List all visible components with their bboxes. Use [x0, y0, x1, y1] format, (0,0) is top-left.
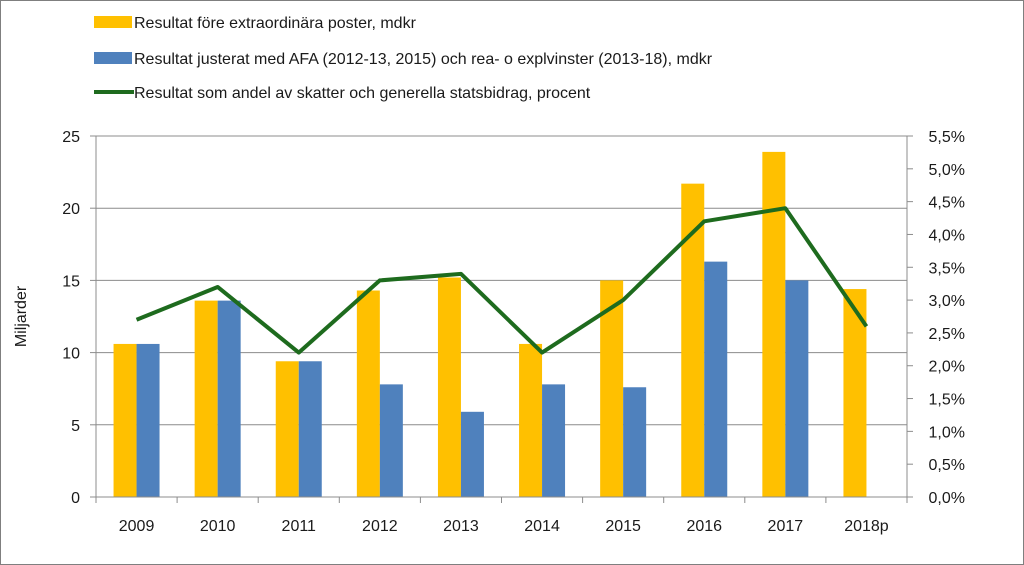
y-axis-label: Miljarder [13, 285, 30, 347]
series-line [135, 206, 869, 355]
y-tick-label: 15 [62, 273, 80, 290]
bar-justerat [379, 384, 403, 497]
bar-justerat [217, 300, 241, 497]
tick-labels: 0 5 10 15 20 25 0,0% 0,5% 1,0% 1,5% 2,0% 2,5% 3,0% 3,… [13, 129, 965, 535]
y2-tick-label: 4,5% [929, 195, 965, 212]
y2-tick-label: 2,0% [929, 359, 965, 376]
bar-resultat [437, 277, 461, 497]
legend-label: Resultat justerat med AFA (2012-13, 2015… [134, 51, 713, 68]
y2-tick-label: 0,0% [929, 490, 965, 507]
x-tick-label: 2012 [362, 518, 398, 535]
y2-tick-label: 5,0% [929, 162, 965, 179]
y2-tick-label: 3,5% [929, 260, 965, 277]
x-tick-label: 2018p [844, 518, 889, 535]
legend: Resultat före extraordinära poster, mdkr… [94, 15, 713, 102]
legend-label: Resultat som andel av skatter och genere… [134, 85, 591, 102]
axes [90, 135, 913, 503]
y-tick-label: 0 [71, 490, 80, 507]
x-tick-label: 2015 [605, 518, 641, 535]
bars [113, 151, 867, 498]
line-andel [135, 206, 869, 355]
y-tick-label: 25 [62, 129, 80, 146]
bar-justerat [136, 343, 160, 497]
bar-resultat [113, 343, 137, 497]
bar-resultat [275, 361, 299, 497]
bar-justerat [623, 387, 647, 497]
legend-swatch [94, 52, 132, 64]
y-tick-label: 5 [71, 418, 80, 435]
x-tick-label: 2011 [282, 518, 317, 535]
y2-tick-label: 5,5% [929, 129, 965, 146]
x-tick-label: 2016 [686, 518, 722, 535]
x-tick-label: 2013 [443, 518, 479, 535]
bar-resultat [194, 300, 218, 497]
bar-resultat [843, 289, 867, 497]
legend-label: Resultat före extraordinära poster, mdkr [134, 15, 417, 32]
x-tick-label: 2010 [200, 518, 236, 535]
y2-tick-label: 3,0% [929, 293, 965, 310]
y-tick-label: 10 [62, 346, 80, 363]
bar-resultat [762, 151, 786, 497]
y2-tick-label: 2,5% [929, 326, 965, 343]
bar-justerat [704, 261, 728, 497]
x-tick-label: 2014 [524, 518, 560, 535]
y-tick-label: 20 [62, 201, 80, 218]
bar-justerat [460, 411, 484, 497]
x-tick-label: 2009 [119, 518, 155, 535]
legend-swatch [94, 16, 132, 28]
y2-tick-label: 0,5% [929, 457, 965, 474]
bar-justerat [785, 280, 809, 497]
bar-resultat [356, 290, 380, 497]
bar-resultat [519, 343, 543, 497]
y2-tick-label: 1,0% [929, 424, 965, 441]
x-tick-label: 2017 [768, 518, 804, 535]
y2-tick-label: 1,5% [929, 392, 965, 409]
bar-justerat [298, 361, 322, 497]
bar-resultat [681, 183, 705, 498]
bar-justerat [542, 384, 566, 497]
y2-tick-label: 4,0% [929, 227, 965, 244]
bar-resultat [600, 280, 624, 497]
